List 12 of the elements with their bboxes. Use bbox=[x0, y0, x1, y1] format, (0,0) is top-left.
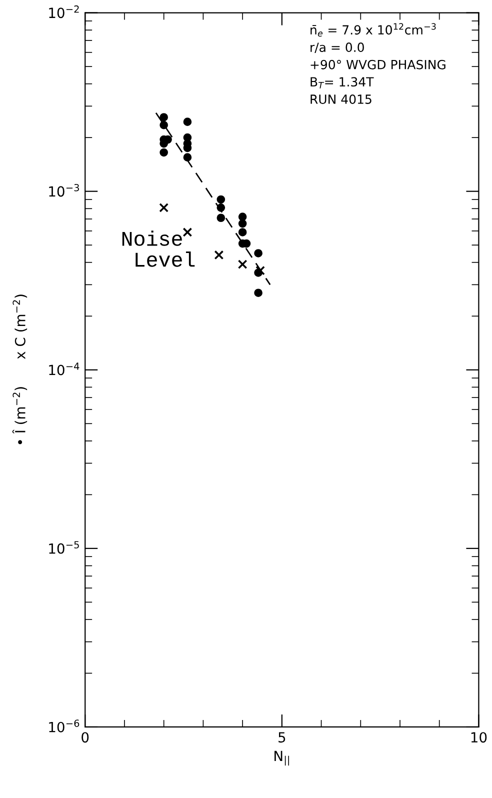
x-axis-title: N$_{||}$ bbox=[274, 750, 290, 766]
y-axis-title: • Î (m$^{−2}$) x C (m$^{−2}$) bbox=[12, 294, 28, 444]
text: n̄$_{e}$ = 7.9 x 10$^{12}$cm$^{−3}$ r/a = 0.0 +90° WVGD PHASING B$_{T}$= 1.34T RUN 4015 bbox=[310, 23, 446, 104]
y-tick-label: 10$^{−4}$ bbox=[49, 362, 80, 376]
y-tick-label: 10$^{−3}$ bbox=[49, 184, 79, 197]
x-tick-label: 0 bbox=[82, 732, 89, 743]
x-tick-label: 10 bbox=[471, 732, 487, 743]
y-tick-label: 10$^{−5}$ bbox=[49, 541, 79, 554]
annotation: Noise Level bbox=[122, 230, 195, 267]
y-tick-label: 10$^{−2}$ bbox=[49, 5, 79, 18]
y-tick-label: 10$^{−6}$ bbox=[49, 720, 80, 732]
x-tick-label: 5 bbox=[278, 732, 286, 743]
